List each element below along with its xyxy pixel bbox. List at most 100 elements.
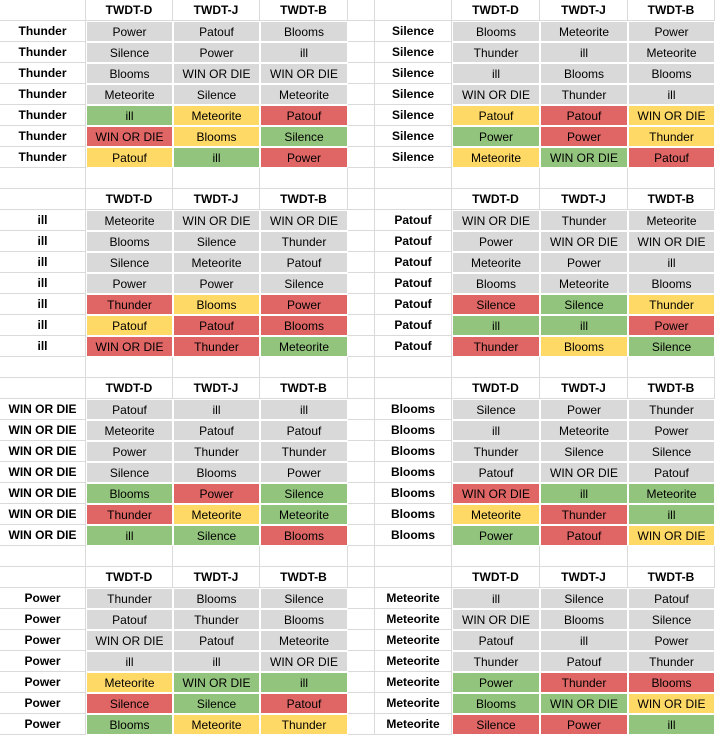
row-label[interactable]: ill bbox=[0, 210, 86, 231]
data-cell[interactable]: ill bbox=[173, 651, 260, 672]
empty-cell[interactable] bbox=[375, 168, 452, 189]
data-cell[interactable]: Meteorite bbox=[173, 252, 260, 273]
column-header[interactable]: TWDT-B bbox=[260, 0, 348, 21]
data-cell[interactable]: Silence bbox=[173, 231, 260, 252]
empty-cell[interactable] bbox=[375, 567, 452, 588]
empty-cell[interactable] bbox=[348, 399, 375, 420]
data-cell[interactable]: WIN OR DIE bbox=[452, 210, 540, 231]
column-header[interactable]: TWDT-B bbox=[260, 378, 348, 399]
data-cell[interactable]: ill bbox=[452, 588, 540, 609]
empty-cell[interactable] bbox=[348, 63, 375, 84]
data-cell[interactable]: WIN OR DIE bbox=[86, 630, 173, 651]
data-cell[interactable]: Silence bbox=[260, 273, 348, 294]
row-label[interactable]: WIN OR DIE bbox=[0, 483, 86, 504]
data-cell[interactable]: Blooms bbox=[452, 273, 540, 294]
data-cell[interactable]: Meteorite bbox=[452, 252, 540, 273]
column-header[interactable]: TWDT-J bbox=[173, 378, 260, 399]
row-label[interactable]: WIN OR DIE bbox=[0, 441, 86, 462]
data-cell[interactable]: Blooms bbox=[452, 693, 540, 714]
row-label[interactable]: Patouf bbox=[375, 252, 452, 273]
data-cell[interactable]: Patouf bbox=[260, 420, 348, 441]
empty-cell[interactable] bbox=[86, 546, 173, 567]
empty-cell[interactable] bbox=[348, 168, 375, 189]
empty-cell[interactable] bbox=[348, 147, 375, 168]
data-cell[interactable]: WIN OR DIE bbox=[452, 483, 540, 504]
data-cell[interactable]: Meteorite bbox=[86, 420, 173, 441]
row-label[interactable]: Meteorite bbox=[375, 609, 452, 630]
data-cell[interactable]: WIN OR DIE bbox=[540, 231, 628, 252]
empty-cell[interactable] bbox=[348, 504, 375, 525]
data-cell[interactable]: Meteorite bbox=[86, 672, 173, 693]
data-cell[interactable]: WIN OR DIE bbox=[173, 63, 260, 84]
data-cell[interactable]: Silence bbox=[86, 42, 173, 63]
data-cell[interactable]: Thunder bbox=[628, 126, 715, 147]
data-cell[interactable]: Blooms bbox=[173, 126, 260, 147]
row-label[interactable]: Patouf bbox=[375, 231, 452, 252]
data-cell[interactable]: Silence bbox=[86, 693, 173, 714]
data-cell[interactable]: Meteorite bbox=[260, 336, 348, 357]
data-cell[interactable]: Power bbox=[452, 525, 540, 546]
data-cell[interactable]: Power bbox=[173, 42, 260, 63]
empty-cell[interactable] bbox=[348, 126, 375, 147]
data-cell[interactable]: Blooms bbox=[260, 525, 348, 546]
data-cell[interactable]: Patouf bbox=[452, 462, 540, 483]
data-cell[interactable]: Blooms bbox=[628, 63, 715, 84]
column-header[interactable]: TWDT-B bbox=[260, 189, 348, 210]
row-label[interactable]: Blooms bbox=[375, 462, 452, 483]
row-label[interactable]: Silence bbox=[375, 126, 452, 147]
data-cell[interactable]: Power bbox=[628, 21, 715, 42]
column-header[interactable]: TWDT-D bbox=[452, 378, 540, 399]
empty-cell[interactable] bbox=[348, 273, 375, 294]
data-cell[interactable]: ill bbox=[540, 630, 628, 651]
row-label[interactable]: Silence bbox=[375, 21, 452, 42]
column-header[interactable]: TWDT-J bbox=[540, 378, 628, 399]
data-cell[interactable]: Blooms bbox=[86, 483, 173, 504]
data-cell[interactable]: Thunder bbox=[628, 399, 715, 420]
empty-cell[interactable] bbox=[0, 357, 86, 378]
data-cell[interactable]: Blooms bbox=[452, 21, 540, 42]
empty-cell[interactable] bbox=[348, 483, 375, 504]
empty-cell[interactable] bbox=[375, 357, 452, 378]
row-label[interactable]: ill bbox=[0, 252, 86, 273]
data-cell[interactable]: Blooms bbox=[173, 294, 260, 315]
empty-cell[interactable] bbox=[348, 231, 375, 252]
data-cell[interactable]: Thunder bbox=[173, 441, 260, 462]
column-header[interactable]: TWDT-D bbox=[452, 567, 540, 588]
data-cell[interactable]: Patouf bbox=[540, 105, 628, 126]
data-cell[interactable]: Blooms bbox=[260, 609, 348, 630]
empty-cell[interactable] bbox=[348, 462, 375, 483]
data-cell[interactable]: ill bbox=[173, 147, 260, 168]
row-label[interactable]: Blooms bbox=[375, 399, 452, 420]
data-cell[interactable]: Silence bbox=[540, 588, 628, 609]
data-cell[interactable]: Silence bbox=[173, 693, 260, 714]
empty-cell[interactable] bbox=[540, 546, 628, 567]
data-cell[interactable]: Meteorite bbox=[260, 630, 348, 651]
column-header[interactable]: TWDT-J bbox=[173, 0, 260, 21]
empty-cell[interactable] bbox=[260, 357, 348, 378]
row-label[interactable]: Blooms bbox=[375, 483, 452, 504]
empty-cell[interactable] bbox=[348, 609, 375, 630]
empty-cell[interactable] bbox=[348, 567, 375, 588]
data-cell[interactable]: Silence bbox=[452, 714, 540, 735]
data-cell[interactable]: Thunder bbox=[540, 84, 628, 105]
data-cell[interactable]: Power bbox=[86, 21, 173, 42]
empty-cell[interactable] bbox=[173, 357, 260, 378]
data-cell[interactable]: Power bbox=[540, 714, 628, 735]
data-cell[interactable]: Silence bbox=[628, 609, 715, 630]
data-cell[interactable]: Patouf bbox=[540, 525, 628, 546]
data-cell[interactable]: ill bbox=[540, 42, 628, 63]
row-label[interactable]: Patouf bbox=[375, 336, 452, 357]
data-cell[interactable]: ill bbox=[540, 315, 628, 336]
data-cell[interactable]: Silence bbox=[260, 483, 348, 504]
data-cell[interactable]: WIN OR DIE bbox=[452, 84, 540, 105]
data-cell[interactable]: Meteorite bbox=[86, 84, 173, 105]
empty-cell[interactable] bbox=[348, 651, 375, 672]
empty-cell[interactable] bbox=[0, 546, 86, 567]
row-label[interactable]: Silence bbox=[375, 63, 452, 84]
data-cell[interactable]: Meteorite bbox=[173, 714, 260, 735]
row-label[interactable]: Thunder bbox=[0, 84, 86, 105]
data-cell[interactable]: Patouf bbox=[86, 609, 173, 630]
column-header[interactable]: TWDT-D bbox=[86, 189, 173, 210]
data-cell[interactable]: ill bbox=[452, 420, 540, 441]
data-cell[interactable]: ill bbox=[452, 63, 540, 84]
